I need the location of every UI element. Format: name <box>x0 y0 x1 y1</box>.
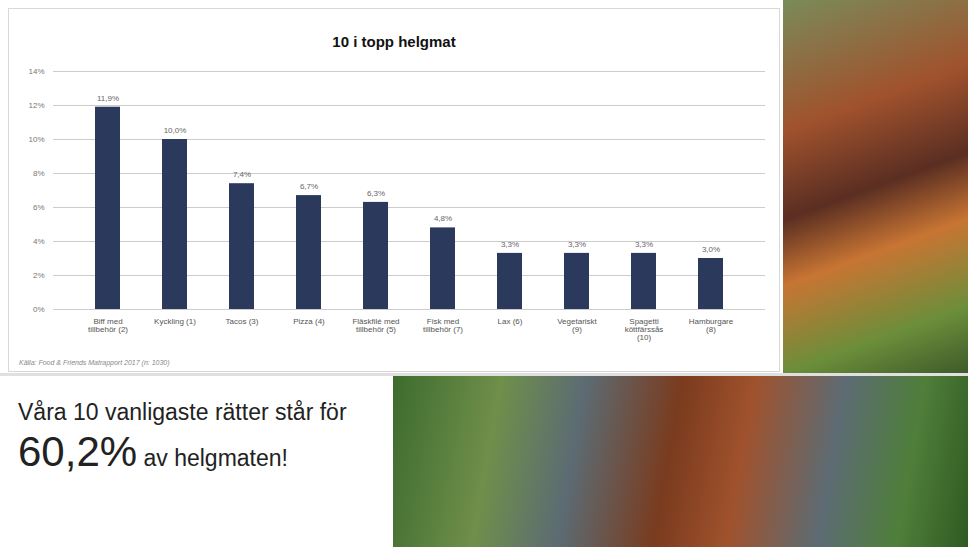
svg-text:Lax (6): Lax (6) <box>498 317 523 326</box>
html-text:Våra 10 vanligaste rätter står: Våra 10 vanligaste rätter står för <box>18 399 347 425</box>
svg-text:6,7%: 6,7% <box>300 182 318 191</box>
svg-text:Pizza (4): Pizza (4) <box>293 317 325 326</box>
svg-text:3,3%: 3,3% <box>568 240 586 249</box>
svg-text:4,8%: 4,8% <box>434 214 452 223</box>
svg-text:Spagettiköttfärssås(10): Spagettiköttfärssås(10) <box>625 317 664 342</box>
svg-text:8%: 8% <box>33 169 45 178</box>
svg-text:Hamburgare(8): Hamburgare(8) <box>689 317 734 334</box>
svg-text:Kyckling (1): Kyckling (1) <box>154 317 196 326</box>
svg-text:Tacos (3): Tacos (3) <box>226 317 259 326</box>
svg-text:Biff medtillbehör (2): Biff medtillbehör (2) <box>88 317 128 334</box>
svg-text:14%: 14% <box>28 67 44 76</box>
svg-text:3,3%: 3,3% <box>501 240 519 249</box>
svg-text:Vegetariskt(9): Vegetariskt(9) <box>557 317 597 334</box>
svg-text:2%: 2% <box>33 271 45 280</box>
svg-text:10%: 10% <box>28 135 44 144</box>
svg-text:0%: 0% <box>33 305 45 314</box>
svg-text:3,3%: 3,3% <box>635 240 653 249</box>
svg-text:3,0%: 3,0% <box>702 245 720 254</box>
svg-text:4%: 4% <box>33 237 45 246</box>
svg-text:11,9%: 11,9% <box>97 94 119 103</box>
svg-text:10,0%: 10,0% <box>164 126 187 135</box>
svg-text:Fläskfilé medtillbehör (5): Fläskfilé medtillbehör (5) <box>352 317 399 334</box>
svg-text:6,3%: 6,3% <box>367 189 385 198</box>
html-text:10 i topp helgmat: 10 i topp helgmat <box>332 33 456 50</box>
svg-text:6%: 6% <box>33 203 45 212</box>
svg-text:12%: 12% <box>28 101 44 110</box>
svg-text:7,4%: 7,4% <box>233 170 251 179</box>
html-text:Källa: Food & Friends Matrappo: Källa: Food & Friends Matrapport 2017 (n… <box>19 359 170 366</box>
html-text:60,2%av helgmaten!: 60,2%av helgmaten! <box>18 428 288 475</box>
svg-text:Fisk medtillbehör (7): Fisk medtillbehör (7) <box>423 317 463 334</box>
